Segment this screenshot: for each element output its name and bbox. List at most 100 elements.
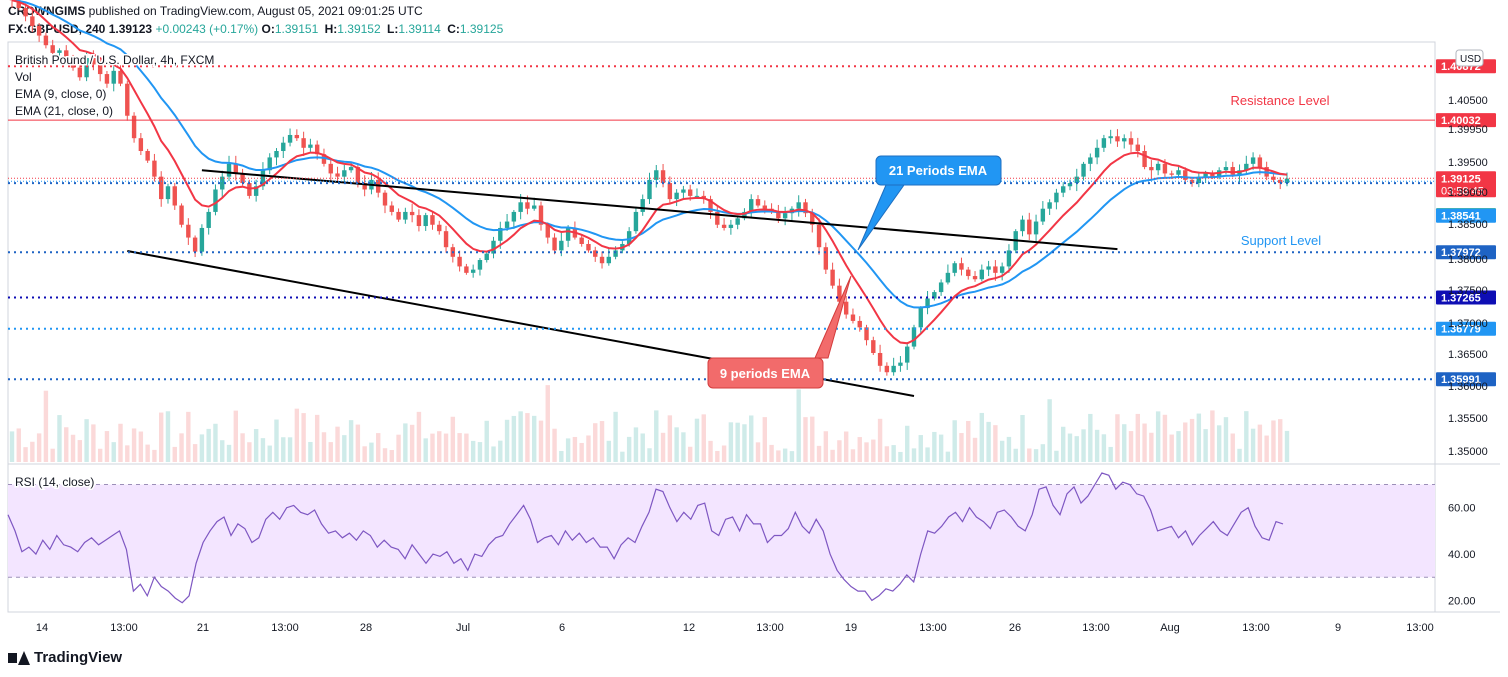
volume-bar (1203, 429, 1208, 462)
candle-body (830, 269, 835, 286)
volume-bar (1169, 434, 1174, 462)
candle-body (362, 183, 367, 190)
rsi-axis-tick: 60.00 (1448, 503, 1476, 515)
volume-bar (138, 431, 144, 462)
volume-bar (918, 435, 923, 462)
last-price: 1.39123 (108, 22, 153, 36)
candle-body (416, 215, 422, 227)
candle-body (626, 231, 632, 244)
candle-body (545, 224, 550, 238)
candle-body (877, 352, 883, 366)
volume-bar (145, 444, 150, 462)
volume-bar (159, 412, 164, 462)
candle-body (335, 173, 340, 177)
volume-bar (118, 423, 123, 462)
level-price-tag (1436, 245, 1496, 260)
volume-bar (701, 414, 706, 462)
candle-body (287, 134, 293, 143)
candle-body (64, 50, 69, 60)
level-price-tag (1436, 372, 1496, 387)
volume-bar (1074, 436, 1079, 462)
candle-body (1054, 192, 1059, 203)
volume-bar (1054, 450, 1059, 462)
candle-body (776, 211, 781, 219)
volume-bar (362, 446, 367, 462)
candle-body (1122, 138, 1127, 142)
candle-body (443, 231, 449, 248)
candle-body (1033, 221, 1039, 235)
price-axis-tick: 1.38500 (1448, 219, 1488, 231)
volume-bar (457, 433, 462, 462)
candle-body (999, 266, 1005, 273)
volume-bar (905, 425, 910, 462)
volume-bar (70, 434, 76, 462)
volume-bar (294, 408, 300, 462)
candle-body (782, 213, 788, 219)
candle-body (1162, 163, 1168, 174)
candle-body (294, 134, 300, 139)
candle-body (470, 269, 476, 273)
volume-bar (57, 415, 62, 462)
volume-bar (681, 432, 686, 462)
ohlc-header: FX:GBPUSD, 240 1.39123 +0.00243 (+0.17%)… (8, 22, 506, 36)
high-value: 1.39152 (337, 22, 381, 36)
candle-body (755, 199, 761, 206)
candle-body (979, 269, 985, 280)
volume-bar (43, 390, 49, 462)
volume-bar (871, 439, 876, 462)
volume-bar (552, 428, 557, 462)
volume-bar (945, 451, 951, 462)
ema21-callout-box (875, 155, 1002, 186)
candle-body (681, 189, 686, 193)
candle-body (898, 362, 903, 366)
candle-body (1271, 176, 1276, 180)
price-tag-label: 1.39125 (1441, 173, 1481, 185)
candle-body (511, 211, 517, 222)
volume-bar (654, 410, 659, 462)
volume-bar (321, 432, 327, 462)
volume-bar (633, 427, 639, 462)
volume-bar (213, 423, 218, 462)
candle-body (823, 247, 829, 270)
volume-bar (220, 440, 225, 462)
currency-label: USD (1460, 54, 1481, 65)
candle-body (803, 202, 808, 214)
volume-bar (389, 449, 394, 462)
candle-body (423, 215, 428, 227)
candle-body (579, 237, 584, 244)
candle-body (613, 250, 618, 257)
volume-bar (16, 428, 21, 462)
ema21-callout-text: 21 Periods EMA (889, 163, 988, 178)
volume-bar (125, 445, 130, 462)
volume-bar (877, 418, 883, 462)
candle-body (952, 263, 957, 273)
candle-body (532, 205, 537, 209)
candle-body (342, 170, 347, 177)
time-axis-tick: 13:00 (756, 622, 784, 634)
level-price-label: 1.36779 (1441, 324, 1481, 336)
candle-body (871, 340, 876, 353)
candle-body (118, 70, 123, 84)
tradingview-logo[interactable]: TradingView (8, 649, 122, 666)
candle-body (125, 83, 130, 116)
candle-body (715, 211, 720, 225)
level-price-label: 1.35991 (1441, 374, 1481, 386)
time-axis-tick: 13:00 (110, 622, 138, 634)
volume-bar (1264, 435, 1269, 462)
candle-body (213, 189, 218, 212)
volume-bar (993, 425, 998, 462)
volume-bar (1081, 429, 1086, 462)
candle-body (721, 224, 727, 228)
candle-body (593, 250, 598, 257)
candle-body (1196, 176, 1202, 184)
volume-bar (423, 438, 428, 462)
volume-bar (837, 440, 842, 462)
volume-bar (206, 428, 211, 462)
volume-bar (77, 440, 83, 462)
price-tag (1436, 171, 1496, 198)
candle-body (50, 45, 55, 53)
candle-body (57, 50, 62, 53)
volume-bar (348, 420, 354, 462)
volume-bar (36, 433, 42, 462)
candle-body (131, 115, 137, 139)
